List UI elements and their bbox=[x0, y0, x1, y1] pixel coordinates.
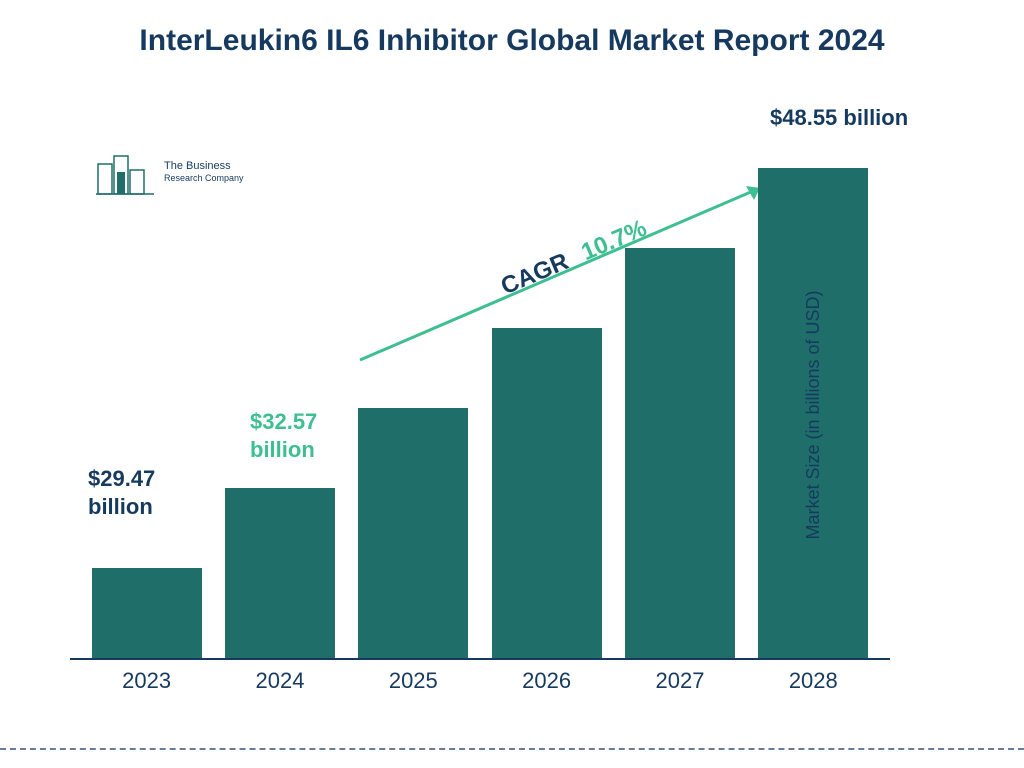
bar-rect bbox=[492, 328, 602, 658]
bar-2024 bbox=[225, 488, 335, 658]
plot-area: CAGR 10.7% $29.47 billion $32.57 billion bbox=[70, 130, 890, 660]
y-axis-label: Market Size (in billions of USD) bbox=[803, 290, 824, 539]
xlabel: 2025 bbox=[358, 668, 468, 694]
bar-2025 bbox=[358, 408, 468, 658]
bar-2023 bbox=[92, 568, 202, 658]
bars-group bbox=[70, 130, 890, 658]
bar-rect bbox=[225, 488, 335, 658]
bar-rect bbox=[625, 248, 735, 658]
xlabel: 2023 bbox=[92, 668, 202, 694]
xlabel: 2027 bbox=[625, 668, 735, 694]
xlabel: 2026 bbox=[492, 668, 602, 694]
chart-title: InterLeukin6 IL6 Inhibitor Global Market… bbox=[0, 0, 1024, 60]
xlabel: 2024 bbox=[225, 668, 335, 694]
x-axis-labels: 2023 2024 2025 2026 2027 2028 bbox=[70, 668, 890, 694]
footer-dashline bbox=[0, 748, 1024, 750]
bar-2027 bbox=[625, 248, 735, 658]
bar-rect bbox=[358, 408, 468, 658]
xlabel: 2028 bbox=[758, 668, 868, 694]
callout-2028: $48.55 billion bbox=[770, 105, 908, 131]
bar-rect bbox=[92, 568, 202, 658]
chart-container: $48.55 billion CAGR 10.7% $29.47 billion… bbox=[70, 130, 930, 700]
bar-2026 bbox=[492, 328, 602, 658]
